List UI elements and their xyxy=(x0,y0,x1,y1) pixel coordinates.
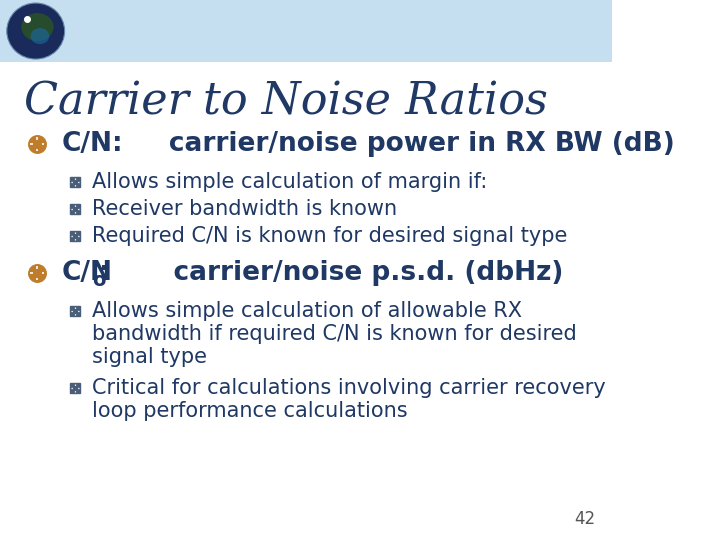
Ellipse shape xyxy=(31,28,49,44)
Text: C/N:: C/N: xyxy=(61,131,123,157)
Text: Allows simple calculation of allowable RX: Allows simple calculation of allowable R… xyxy=(92,301,522,321)
Text: Carrier to Noise Ratios: Carrier to Noise Ratios xyxy=(24,80,548,123)
Text: Critical for calculations involving carrier recovery: Critical for calculations involving carr… xyxy=(92,378,606,398)
Text: bandwidth if required C/N is known for desired: bandwidth if required C/N is known for d… xyxy=(92,324,577,344)
Ellipse shape xyxy=(22,13,53,41)
Text: loop performance calculations: loop performance calculations xyxy=(92,401,408,421)
Text: Receiver bandwidth is known: Receiver bandwidth is known xyxy=(92,199,397,219)
Ellipse shape xyxy=(6,3,65,59)
Text: signal type: signal type xyxy=(92,347,207,367)
Text: o: o xyxy=(92,271,105,289)
Text: carrier/noise power in RX BW (dB): carrier/noise power in RX BW (dB) xyxy=(105,131,675,157)
Text: C/N: C/N xyxy=(61,260,112,286)
Text: 42: 42 xyxy=(574,510,595,528)
Bar xyxy=(0,0,612,62)
Text: :       carrier/noise p.s.d. (dbHz): : carrier/noise p.s.d. (dbHz) xyxy=(99,260,564,286)
Text: Required C/N is known for desired signal type: Required C/N is known for desired signal… xyxy=(92,226,567,246)
Text: Allows simple calculation of margin if:: Allows simple calculation of margin if: xyxy=(92,172,487,192)
